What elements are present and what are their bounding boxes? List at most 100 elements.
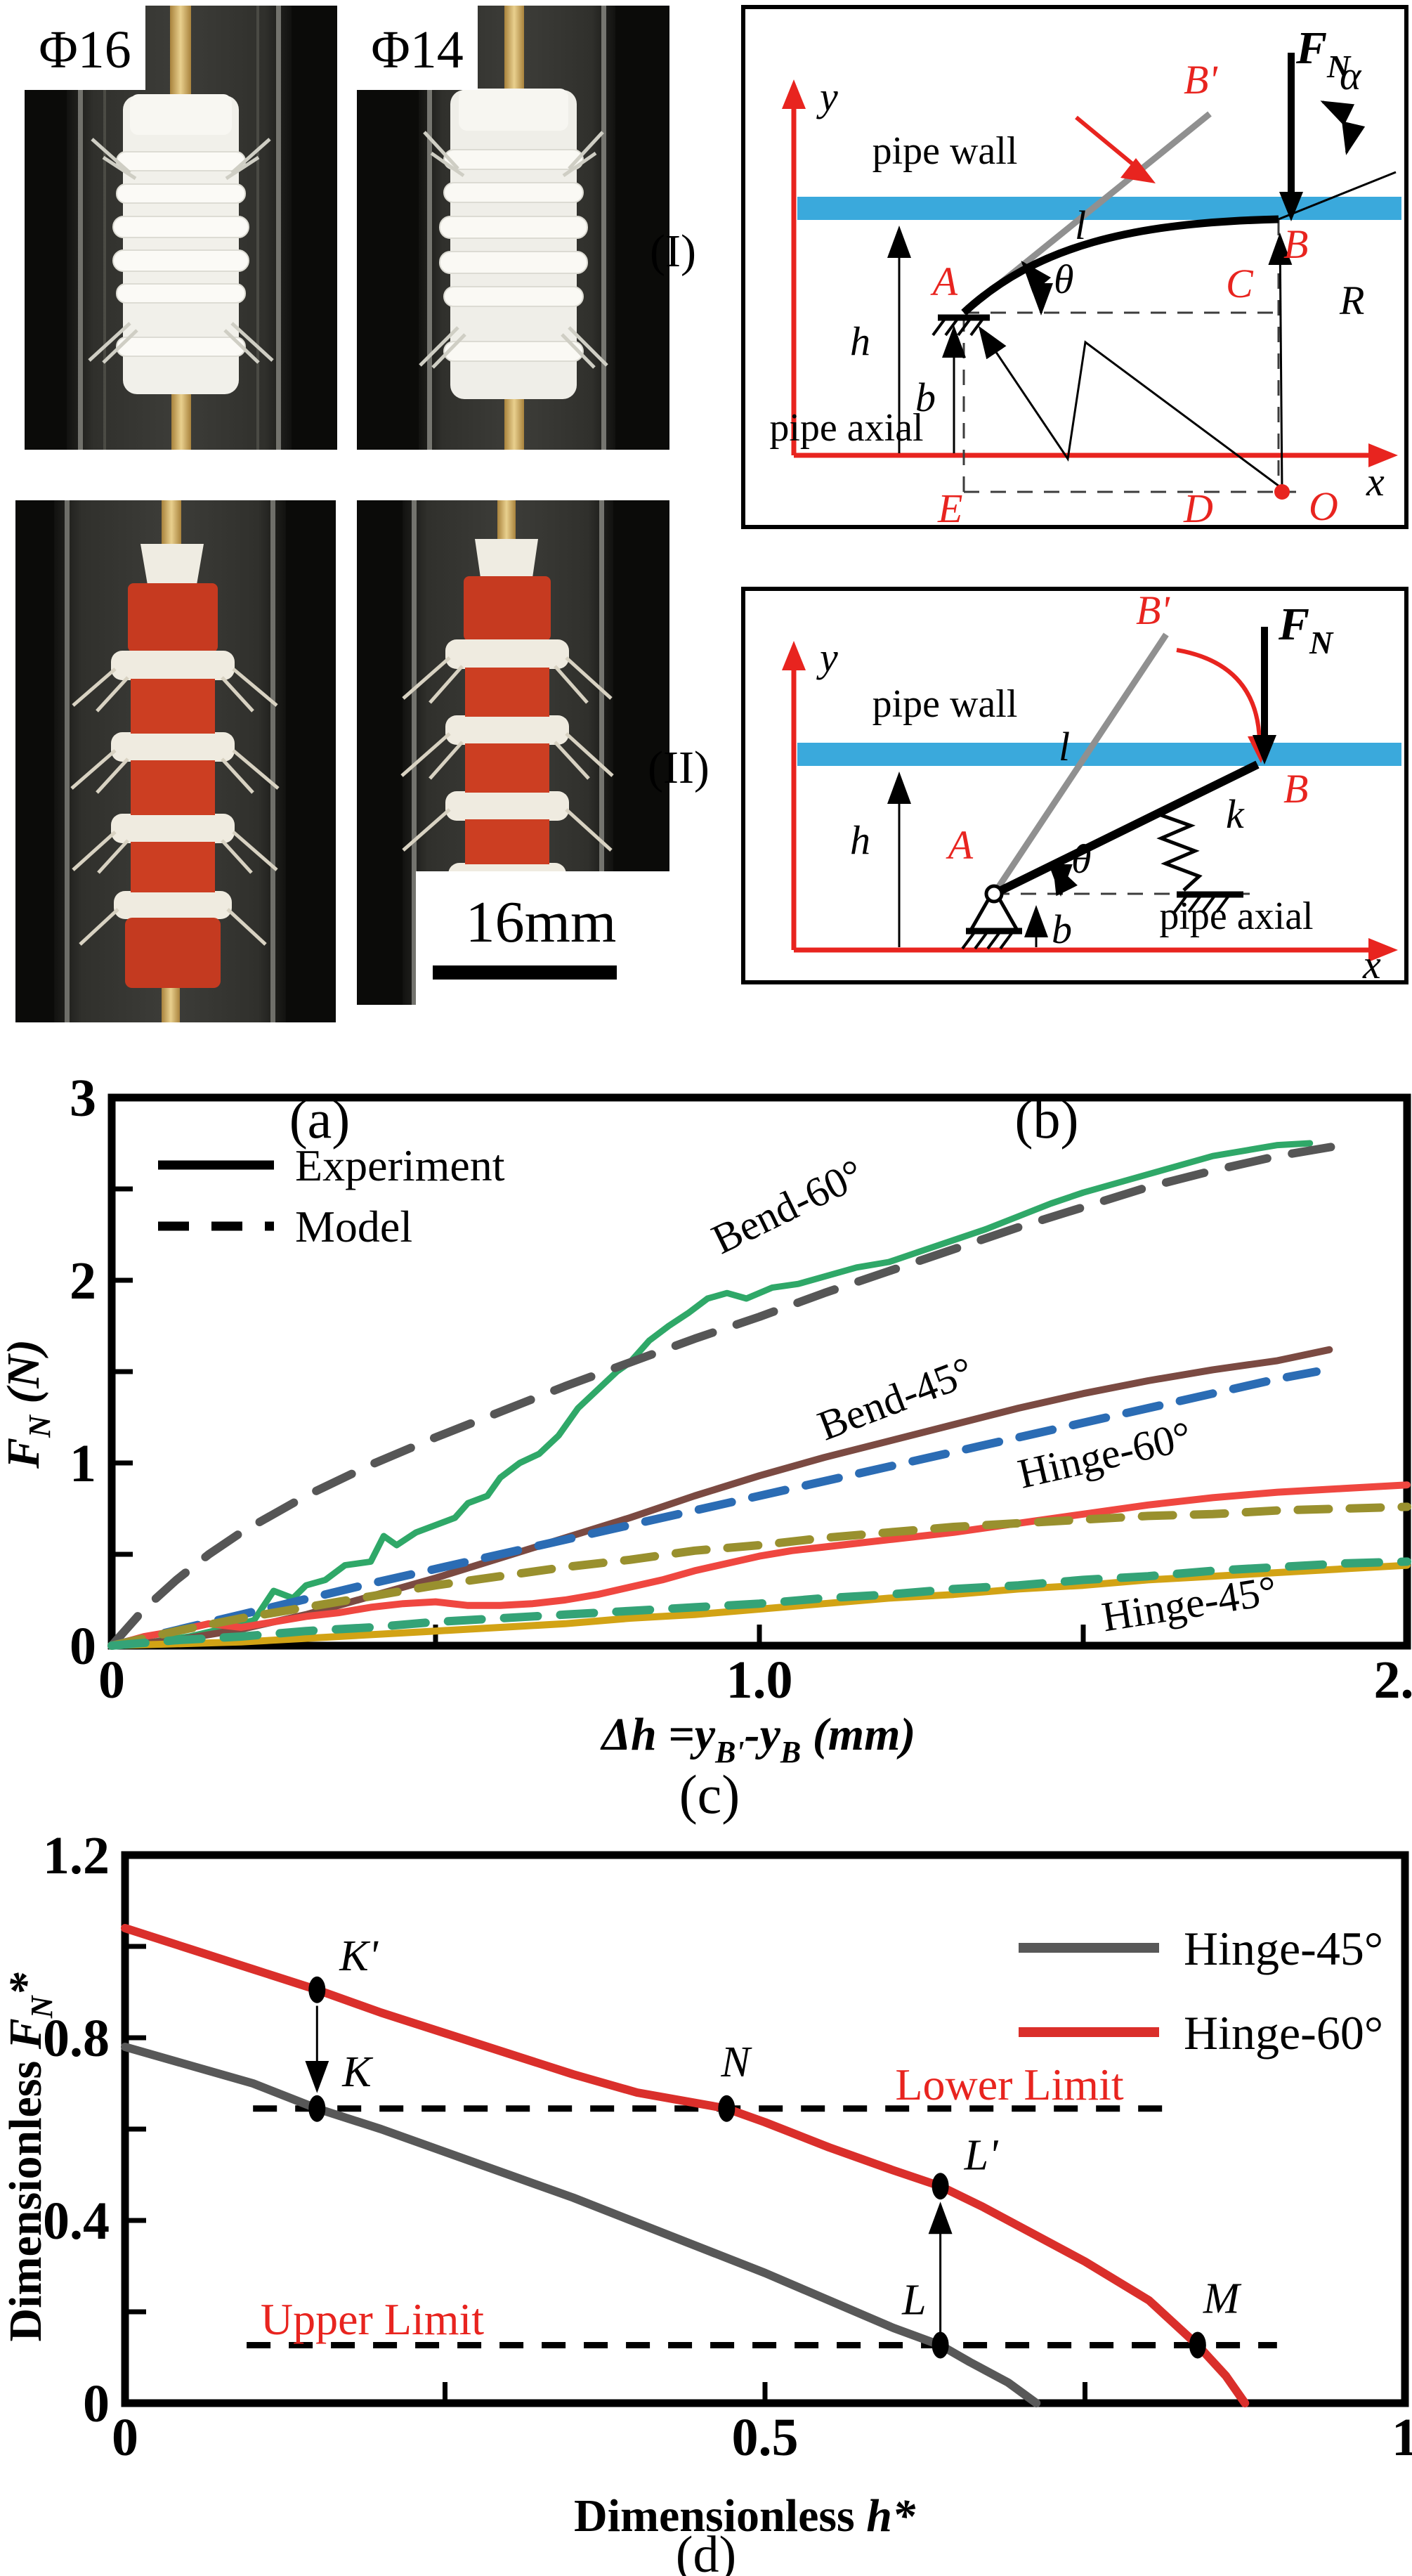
upper-limit-label: Upper Limit	[261, 2294, 484, 2344]
axis-label-y: y	[816, 635, 838, 680]
pin-support-A	[961, 884, 1022, 950]
point-label-B: B	[1283, 221, 1308, 267]
diagram-frame	[741, 587, 1408, 984]
alpha-angle-arc	[1320, 100, 1366, 155]
chart-c-ylabel: FN (N)	[0, 1339, 57, 1469]
claws	[419, 131, 608, 369]
legend-label-experiment: Experiment	[295, 1140, 505, 1190]
y-tick-label: 3	[70, 1069, 96, 1128]
y-tick-label: 1.2	[43, 1827, 110, 1885]
pipe-axial-label: pipe axial	[769, 406, 923, 450]
claws	[88, 138, 274, 364]
coordinate-axes	[782, 641, 1398, 962]
theta-angle-arc	[1021, 260, 1053, 316]
x-tick-label: 2.0	[1374, 1651, 1412, 1710]
point-label-B-prime: B'	[1136, 587, 1170, 633]
b-label: b	[1052, 906, 1072, 952]
theta-angle-arc	[1048, 861, 1078, 897]
point-O-dot	[1274, 484, 1290, 500]
x-tick-label: 0	[112, 2408, 138, 2467]
leader-O-to-A	[978, 325, 1283, 490]
chart-d-ylabel: Dimensionless FN*	[0, 1972, 59, 2341]
link-AB-prime	[991, 632, 1169, 896]
photo-label-phi16: Φ16	[39, 20, 131, 79]
point-K'	[308, 1976, 326, 2003]
tag-diagram-II: (II)	[648, 742, 710, 793]
point-M	[1189, 2331, 1206, 2359]
tangent-line-B	[1278, 171, 1397, 221]
diagram-II: y x pipe wall pipe axial FN	[741, 587, 1408, 987]
caption-c: (c)	[679, 1764, 740, 1825]
h-label: h	[850, 817, 870, 863]
curve-label-bend-45: Bend-45°	[811, 1348, 979, 1449]
photo-phi16: Φ16	[25, 6, 337, 450]
pipe-axial-label: pipe axial	[1159, 895, 1313, 938]
y-tick-label: 0	[70, 1617, 96, 1676]
point-label-A: A	[946, 822, 974, 868]
point-L'	[931, 2173, 949, 2200]
scale-bar	[433, 965, 617, 980]
brass-rod	[162, 500, 181, 1022]
brass-rod	[170, 6, 191, 450]
photo-label-phi14: Φ14	[371, 20, 464, 79]
point-label-L: L	[901, 2276, 926, 2324]
point-label-K': K'	[339, 1932, 379, 1980]
chart-d-legend: Hinge-45° Hinge-60°	[1019, 1922, 1383, 2060]
point-label-D: D	[1183, 486, 1213, 531]
force-FN-arrow	[1253, 627, 1276, 765]
point-label-C: C	[1226, 261, 1254, 306]
point-L	[931, 2331, 949, 2359]
chart-d-xlabel: Dimensionless h*	[574, 2490, 916, 2542]
chart-c-xlabel: Δh =yB'-yB (mm)	[600, 1709, 916, 1769]
series-Bend-45-Model	[107, 1367, 1321, 1650]
pipe-wall-label: pipe wall	[872, 129, 1018, 173]
R-label: R	[1339, 278, 1364, 323]
photo-red-device-14: 16mm	[357, 500, 669, 1005]
plot-frame	[107, 1093, 1411, 1650]
axis-label-x: x	[1366, 459, 1385, 505]
label-chip	[25, 6, 145, 90]
scale-bar-label: 16mm	[466, 890, 617, 955]
series-Hinge-60-Model	[107, 1502, 1411, 1650]
curve-label-bend-60: Bend-60°	[705, 1150, 870, 1263]
force-FN-label: FN	[1278, 599, 1334, 661]
bent-beam-AB	[961, 215, 1279, 316]
white-discs	[111, 651, 235, 919]
y-tick-label: 1	[70, 1434, 96, 1493]
point-N	[718, 2095, 736, 2122]
series-Hinge-45-Model	[107, 1557, 1411, 1650]
red-pointer-arrow	[1075, 115, 1156, 183]
red-anchor-device	[70, 544, 280, 988]
label-chip	[357, 6, 478, 90]
point-label-E: E	[937, 486, 962, 531]
axis-label-y: y	[816, 74, 838, 119]
theta-label: θ	[1054, 256, 1074, 302]
y-tick-label: 0	[83, 2374, 110, 2433]
point-label-N: N	[720, 2038, 752, 2086]
series-Hinge-45-Experiment	[108, 1561, 1411, 1649]
lower-limit-label: Lower Limit	[895, 2060, 1123, 2109]
caption-d: (d)	[676, 2526, 736, 2576]
radius-O-to-B	[1268, 233, 1293, 490]
fixed-support-A	[931, 314, 990, 337]
point-K	[308, 2095, 326, 2122]
axis-label-x: x	[1362, 942, 1381, 987]
force-FN-arrow	[1279, 53, 1303, 221]
l-label: l	[1059, 724, 1070, 769]
force-FN-label: FN	[1295, 22, 1352, 84]
legend-label-hinge-45: Hinge-45°	[1184, 1922, 1383, 1975]
photo-red-device-16	[15, 500, 336, 1022]
point-label-K: K	[341, 2048, 374, 2096]
point-label-M: M	[1203, 2275, 1242, 2322]
scale-bar-box: 16mm	[416, 871, 669, 1005]
white-anchor-device	[88, 94, 274, 394]
claws	[70, 668, 280, 946]
point-label-O: O	[1309, 483, 1338, 529]
tag-diagram-I: (I)	[650, 226, 696, 277]
theta-label: θ	[1071, 836, 1092, 882]
point-label-B-prime: B'	[1184, 57, 1218, 103]
chart-d-plot: 0 0.5 1 0 0.4 0.8 1.2 K' K N L' L M	[43, 1827, 1412, 2467]
pipe-wall-bar	[797, 743, 1401, 766]
x-tick-label: 1.0	[726, 1651, 793, 1710]
